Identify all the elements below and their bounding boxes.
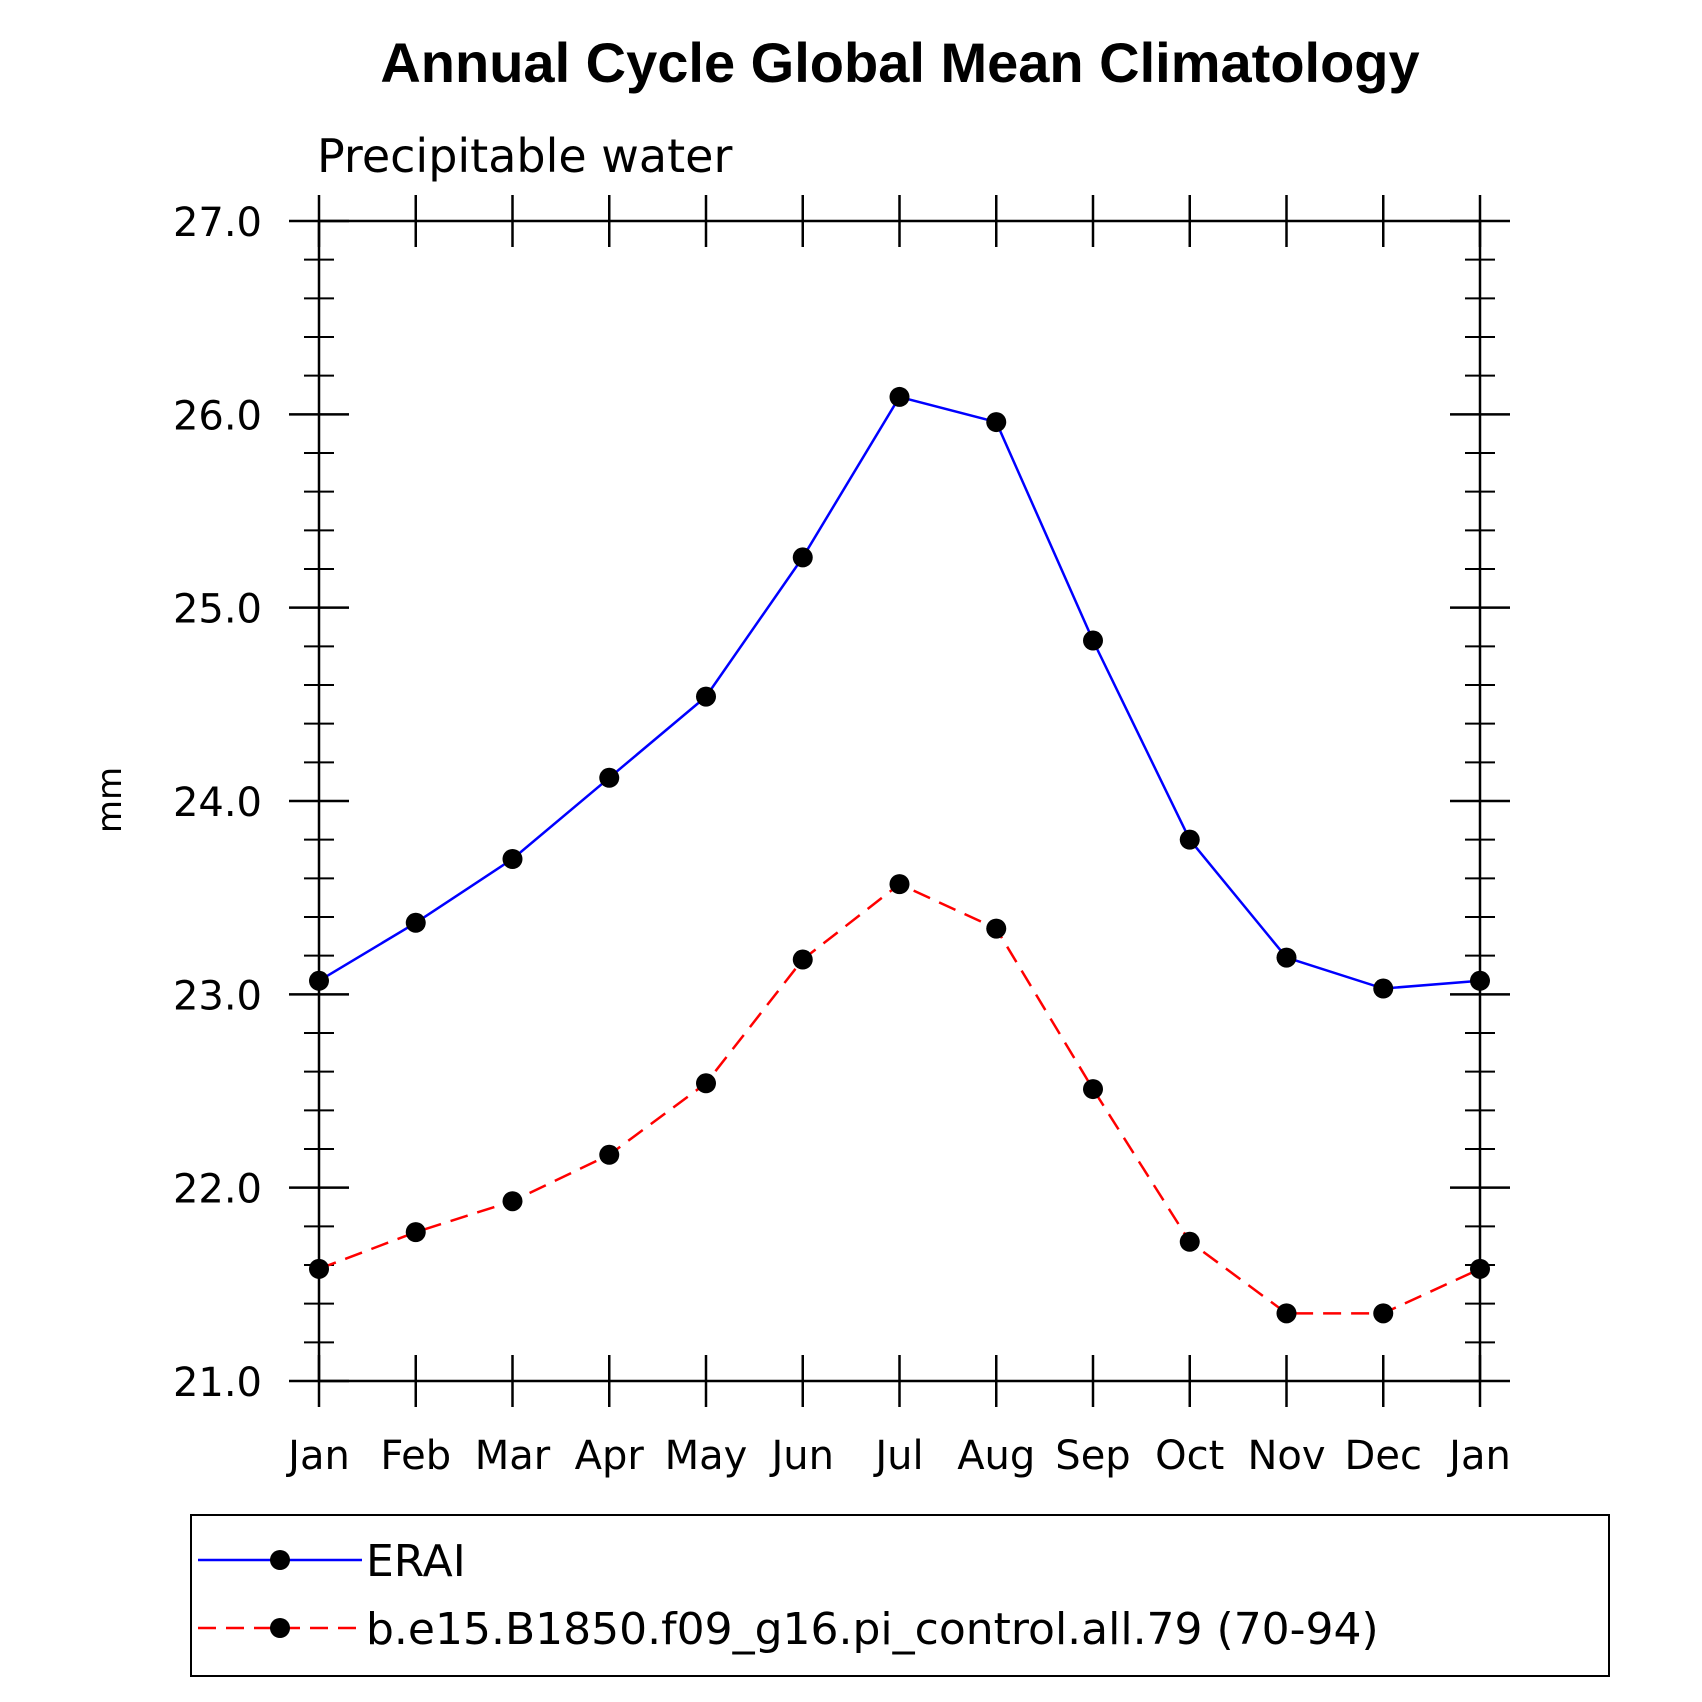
legend-label: b.e15.B1850.f09_g16.pi_control.all.79 (7… [366,1604,1379,1655]
series-2 [309,874,1490,1324]
data-point [792,949,813,970]
x-tick-label: Jun [769,1433,835,1479]
legend-swatch-marker [270,1618,290,1638]
y-tick-label: 22.0 [173,1167,262,1213]
y-tick-label: 21.0 [173,1360,262,1406]
data-point [1083,1079,1103,1100]
data-point [986,918,1007,939]
legend-entry: ERAI [198,1536,466,1587]
tick-labels: Jan Feb Mar Apr May Jun Jul Aug Sep Oct Nov Dec Jan 2… [173,200,1511,1479]
data-point [405,912,426,933]
x-tick-label: Aug [957,1433,1035,1479]
x-tick-label: Sep [1055,1433,1130,1479]
series-line [318,882,1481,1315]
data-point [696,686,716,707]
legend-box [190,1514,1610,1677]
data-point [599,1144,620,1165]
data-point [502,849,523,869]
x-tick-label: Mar [475,1433,551,1479]
series-layer [309,386,1490,1324]
legend-label: ERAI [366,1536,466,1587]
chart-title: Annual Cycle Global Mean Climatology [380,31,1419,94]
data-point [986,412,1007,433]
x-tick-label: Jan [285,1433,350,1479]
data-point [1179,1231,1200,1252]
data-point [502,1191,523,1212]
chart-subtitle: Precipitable water [317,129,732,183]
x-tick-label: May [665,1433,748,1479]
legend-entry: b.e15.B1850.f09_g16.pi_control.all.79 (7… [198,1604,1379,1655]
x-tick-label: Nov [1247,1433,1325,1479]
data-point [405,1222,426,1243]
axis-ticks [289,195,1510,1407]
x-tick-label: Jan [1446,1433,1511,1479]
series-1 [309,386,1490,999]
data-point [1276,1303,1297,1324]
legend-swatch-marker [270,1550,290,1570]
legend-entries: ERAI b.e15.B1850.f09_g16.pi_control.all.7… [198,1536,1379,1655]
x-tick-label: Jul [872,1433,923,1479]
x-tick-label: Oct [1155,1433,1224,1479]
series-line [318,395,1481,990]
y-tick-label: 26.0 [173,393,262,439]
data-point [889,874,910,895]
data-point [599,767,620,788]
y-tick-label: 25.0 [173,587,262,633]
x-tick-label: Feb [380,1433,451,1479]
data-point [1373,1303,1394,1324]
data-point [889,386,910,407]
data-point [1179,829,1200,850]
y-tick-label: 24.0 [173,780,262,826]
data-point [696,1073,716,1094]
data-point [792,547,813,568]
y-tick-label: 27.0 [173,200,262,246]
x-tick-label: Dec [1345,1433,1422,1479]
legend: ERAI b.e15.B1850.f09_g16.pi_control.all.7… [190,1514,1610,1677]
data-point [1083,630,1103,651]
x-tick-label: Apr [575,1433,645,1479]
data-point [1276,947,1297,968]
data-point [1373,978,1394,999]
plot-frame [317,219,1482,1383]
y-tick-label: 23.0 [173,973,262,1019]
y-axis-label: mm [90,767,130,833]
